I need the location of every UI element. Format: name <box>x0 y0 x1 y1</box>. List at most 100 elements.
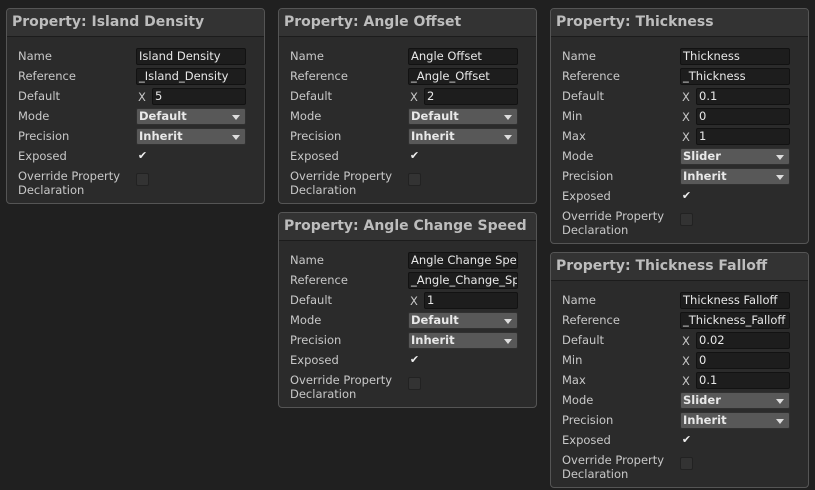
axis-label: X <box>682 130 690 144</box>
property-row: Default X 2 <box>279 87 536 107</box>
property-panel: Property: Thickness Name Thickness Referenc… <box>550 8 809 244</box>
field-label: Mode <box>562 149 594 163</box>
checkbox[interactable] <box>408 173 421 186</box>
axis-label: X <box>682 90 690 104</box>
field-label: Default <box>290 293 333 307</box>
property-row: Default X 0.02 <box>551 331 808 351</box>
property-row: Mode Default <box>7 107 264 127</box>
panel-body: Name Island Density Reference _Island_Densi… <box>7 37 264 203</box>
field-label: Precision <box>562 413 614 427</box>
text-field[interactable]: Island Density <box>136 48 246 65</box>
property-row: Name Island Density <box>7 47 264 67</box>
text-field[interactable]: Thickness Falloff <box>680 292 790 309</box>
checkbox[interactable]: ✔ <box>137 149 148 162</box>
text-field[interactable]: _Angle_Change_Sp <box>408 272 518 289</box>
property-row: Override Property Declaration <box>279 371 536 401</box>
number-field[interactable]: 1 <box>696 128 790 145</box>
field-label: Mode <box>290 109 322 123</box>
axis-label: X <box>138 90 146 104</box>
property-row: Mode Slider <box>551 147 808 167</box>
field-label: Override Property Declaration <box>290 373 393 401</box>
property-row: Default X 0.1 <box>551 87 808 107</box>
dropdown[interactable]: Inherit <box>408 128 518 145</box>
property-row: Reference _Thickness_Falloff <box>551 311 808 331</box>
checkbox[interactable]: ✔ <box>409 353 420 366</box>
field-label: Min <box>562 109 583 123</box>
field-label: Default <box>562 89 605 103</box>
field-label: Name <box>562 49 596 63</box>
property-row: Reference _Island_Density <box>7 67 264 87</box>
field-label: Override Property Declaration <box>18 169 121 197</box>
dropdown[interactable]: Inherit <box>408 332 518 349</box>
property-row: Name Thickness <box>551 47 808 67</box>
property-row: Precision Inherit <box>279 331 536 351</box>
number-field[interactable]: 0 <box>696 108 790 125</box>
property-row: Reference _Angle_Change_Sp <box>279 271 536 291</box>
field-label: Reference <box>290 273 348 287</box>
field-label: Default <box>562 333 605 347</box>
field-label: Name <box>290 253 324 267</box>
field-label: Reference <box>18 69 76 83</box>
number-field[interactable]: 5 <box>152 88 246 105</box>
dropdown[interactable]: Slider <box>680 392 790 409</box>
field-label: Min <box>562 353 583 367</box>
property-row: Precision Inherit <box>551 411 808 431</box>
property-row: Precision Inherit <box>7 127 264 147</box>
checkbox[interactable]: ✔ <box>409 149 420 162</box>
property-row: Default X 5 <box>7 87 264 107</box>
number-field[interactable]: 0 <box>696 352 790 369</box>
checkbox[interactable] <box>408 377 421 390</box>
panel-title: Property: Island Density <box>7 9 264 37</box>
text-field[interactable]: Angle Change Spe <box>408 252 518 269</box>
property-row: Override Property Declaration <box>551 451 808 481</box>
number-field[interactable]: 1 <box>424 292 518 309</box>
dropdown[interactable]: Inherit <box>680 168 790 185</box>
column: Property: Island Density Name Island Densi… <box>6 8 265 204</box>
property-panel: Property: Angle Change Speed Name Angle Ch… <box>278 212 537 408</box>
property-row: Name Angle Change Spe <box>279 251 536 271</box>
checkbox[interactable]: ✔ <box>681 189 692 202</box>
dropdown[interactable]: Default <box>136 108 246 125</box>
field-label: Reference <box>290 69 348 83</box>
property-row: Mode Slider <box>551 391 808 411</box>
property-row: Mode Default <box>279 107 536 127</box>
checkbox[interactable] <box>680 213 693 226</box>
field-label: Mode <box>290 313 322 327</box>
text-field[interactable]: _Thickness_Falloff <box>680 312 790 329</box>
dropdown[interactable]: Inherit <box>136 128 246 145</box>
checkbox[interactable] <box>680 457 693 470</box>
property-row: Exposed ✔ <box>551 187 808 207</box>
field-label: Override Property Declaration <box>562 209 665 237</box>
dropdown[interactable]: Slider <box>680 148 790 165</box>
property-panel: Property: Island Density Name Island Densi… <box>6 8 265 204</box>
property-row: Override Property Declaration <box>279 167 536 197</box>
axis-label: X <box>682 334 690 348</box>
text-field[interactable]: _Island_Density <box>136 68 246 85</box>
text-field[interactable]: Thickness <box>680 48 790 65</box>
field-label: Mode <box>562 393 594 407</box>
number-field[interactable]: 2 <box>424 88 518 105</box>
checkbox[interactable]: ✔ <box>681 433 692 446</box>
panel-body: Name Angle Offset Reference _Angle_Offset De… <box>279 37 536 203</box>
property-row: Precision Inherit <box>279 127 536 147</box>
property-row: Reference _Angle_Offset <box>279 67 536 87</box>
property-row: Name Angle Offset <box>279 47 536 67</box>
number-field[interactable]: 0.1 <box>696 88 790 105</box>
number-field[interactable]: 0.02 <box>696 332 790 349</box>
panel-title: Property: Angle Offset <box>279 9 536 37</box>
property-row: Max X 1 <box>551 127 808 147</box>
dropdown[interactable]: Default <box>408 312 518 329</box>
property-row: Exposed ✔ <box>7 147 264 167</box>
text-field[interactable]: _Thickness <box>680 68 790 85</box>
text-field[interactable]: Angle Offset <box>408 48 518 65</box>
axis-label: X <box>682 374 690 388</box>
field-label: Reference <box>562 313 620 327</box>
number-field[interactable]: 0.1 <box>696 372 790 389</box>
field-label: Precision <box>562 169 614 183</box>
dropdown[interactable]: Default <box>408 108 518 125</box>
field-label: Name <box>562 293 596 307</box>
text-field[interactable]: _Angle_Offset <box>408 68 518 85</box>
dropdown[interactable]: Inherit <box>680 412 790 429</box>
checkbox[interactable] <box>136 173 149 186</box>
